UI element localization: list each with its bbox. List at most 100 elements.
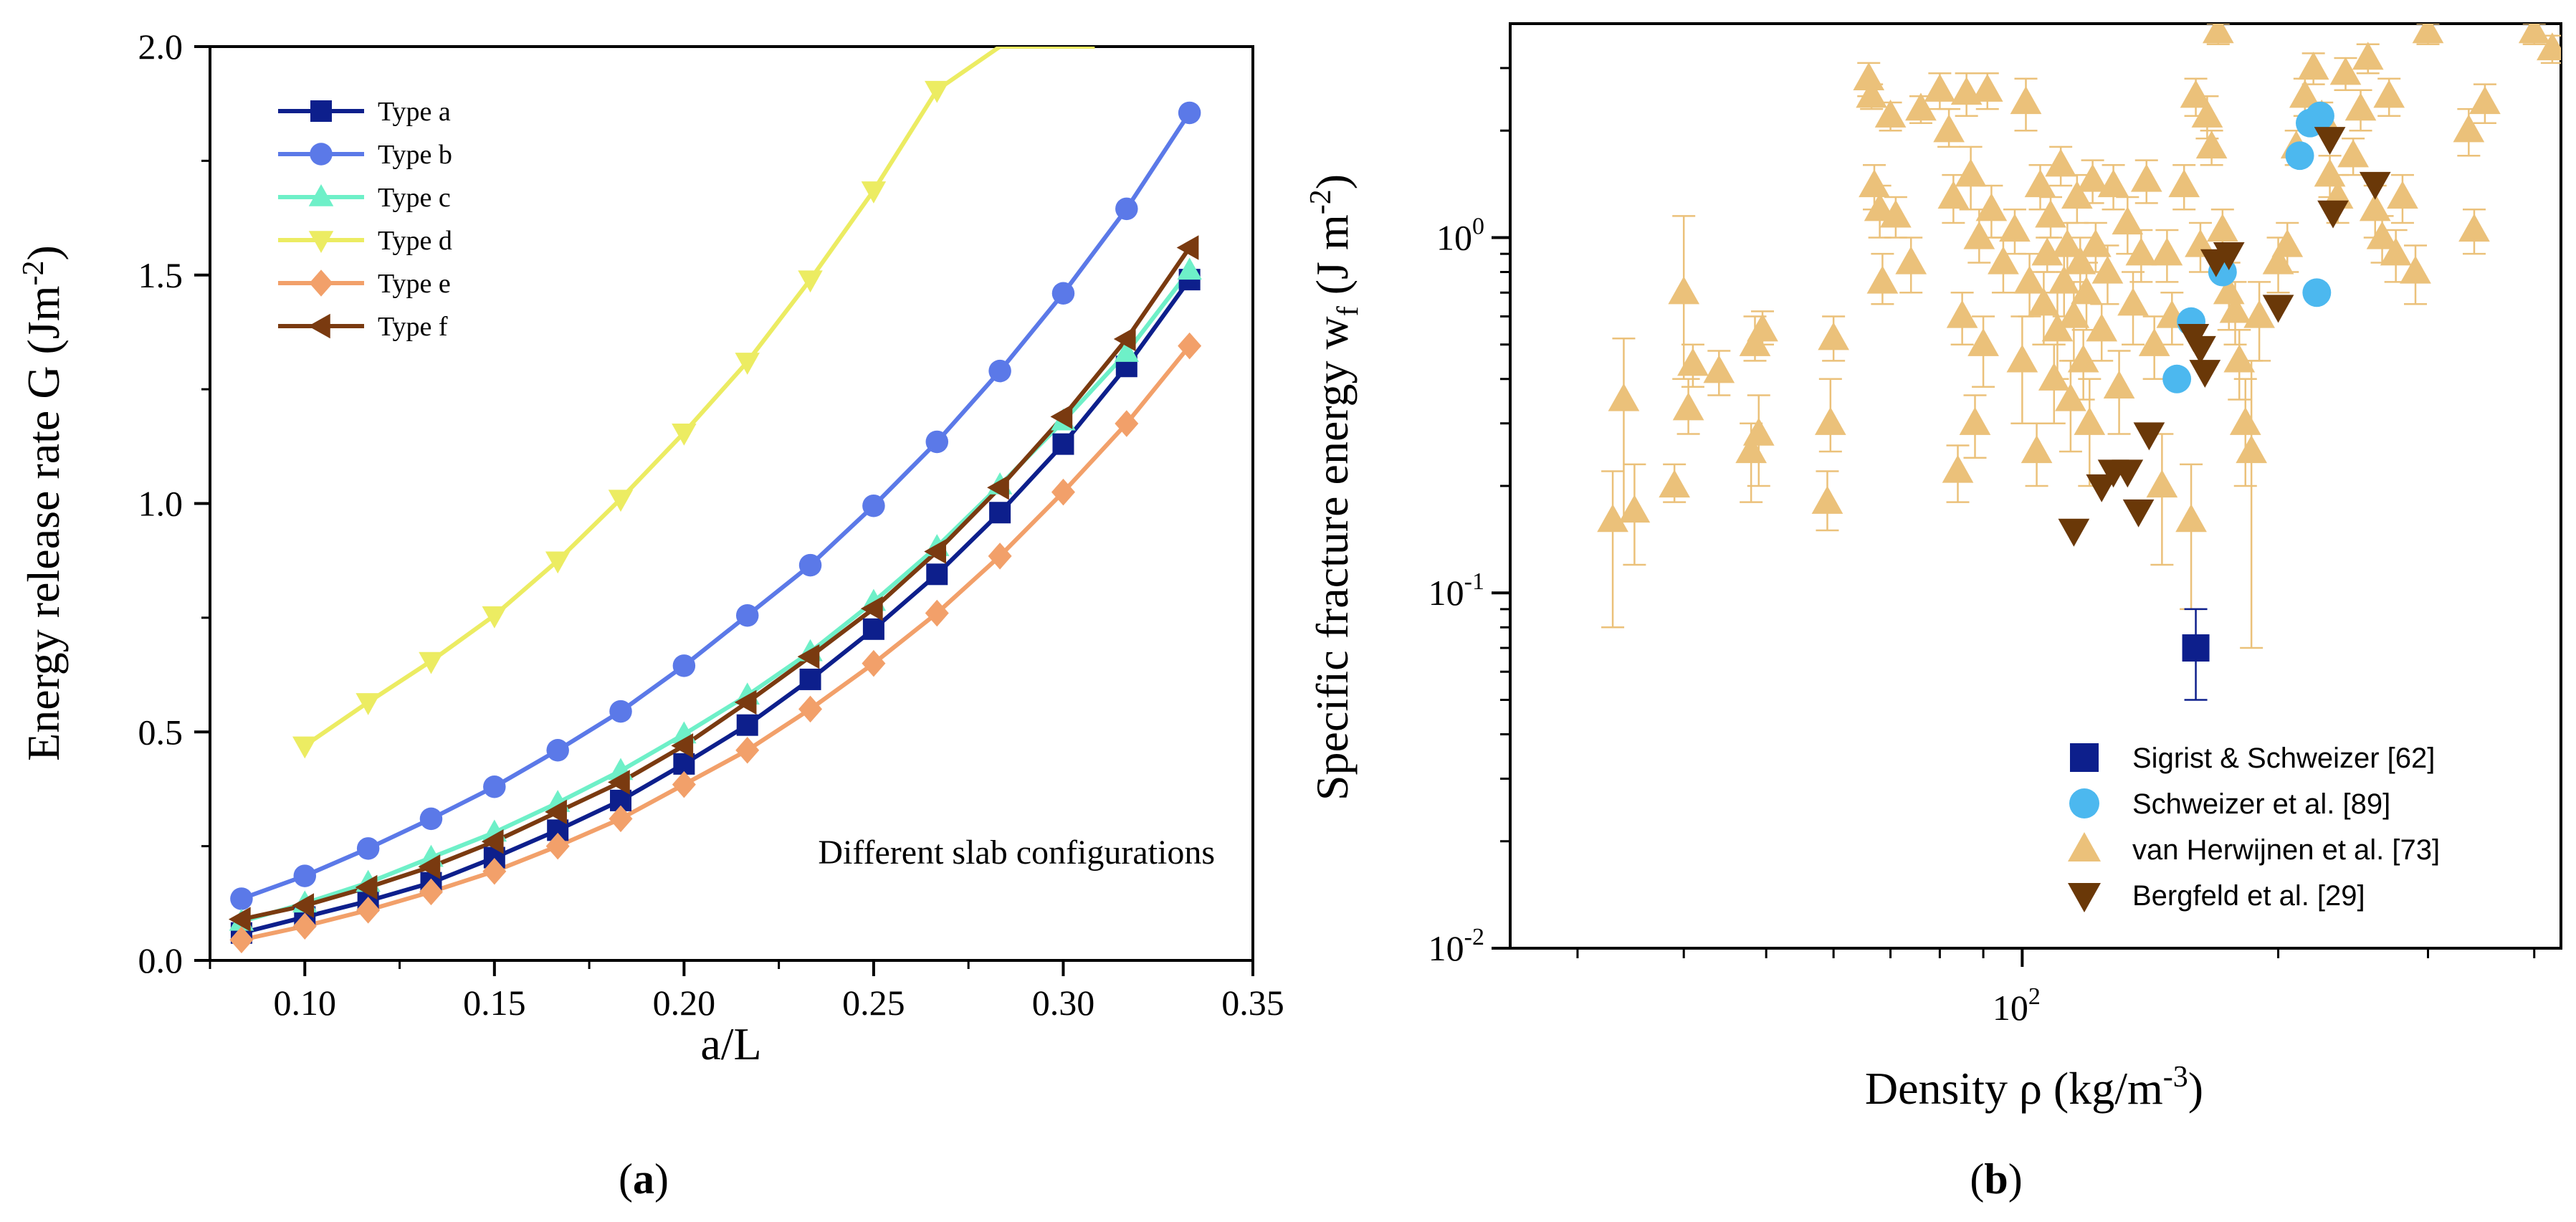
data-point-type-d xyxy=(356,693,381,715)
data-point-van-herwijnen-et-al-73 xyxy=(2130,163,2162,192)
data-point-type-d xyxy=(735,353,760,375)
data-point-type-b xyxy=(230,887,253,910)
data-point-bergfeld-et-al-29 xyxy=(2133,422,2165,451)
legend-label-type-c: Type c xyxy=(378,183,451,213)
data-point-type-e xyxy=(798,695,823,723)
data-point-sigrist-schweizer-62 xyxy=(2182,634,2210,662)
data-point-type-b xyxy=(798,553,822,577)
data-point-van-herwijnen-et-al-73 xyxy=(2175,504,2207,533)
data-point-type-f xyxy=(797,644,820,669)
data-point-van-herwijnen-et-al-73 xyxy=(2191,99,2223,128)
legend-label-type-e: Type e xyxy=(378,269,451,299)
data-point-bergfeld-et-al-29 xyxy=(2122,499,2155,528)
data-point-bergfeld-et-al-29 xyxy=(2189,360,2221,388)
data-point-type-e xyxy=(988,543,1012,570)
data-point-type-e xyxy=(1115,410,1139,437)
axes-ticks-b: 102 10-2 10-1 100 xyxy=(1428,67,2536,1028)
data-point-van-herwijnen-et-al-73 xyxy=(2387,181,2418,209)
data-point-van-herwijnen-et-al-73 xyxy=(2458,214,2490,242)
y-tick-label-a: 0.0 xyxy=(138,940,183,980)
data-point-van-herwijnen-et-al-73 xyxy=(2138,328,2170,356)
data-point-type-a xyxy=(926,563,948,586)
data-point-van-herwijnen-et-al-73 xyxy=(1672,392,1704,421)
legend-marker-type-e xyxy=(309,269,333,297)
data-point-van-herwijnen-et-al-73 xyxy=(2469,86,2501,115)
data-point-type-e xyxy=(229,926,254,954)
legend-marker-type-d xyxy=(308,231,334,253)
data-point-van-herwijnen-et-al-73 xyxy=(2151,237,2183,266)
y-tick-label-a: 2.0 xyxy=(138,27,183,67)
data-point-van-herwijnen-et-al-73 xyxy=(2195,130,2228,159)
panel-label-b: (b) xyxy=(1970,1155,2022,1203)
data-point-van-herwijnen-et-al-73 xyxy=(1864,193,1896,221)
annotation-different-slab: Different slab configurations xyxy=(818,834,1215,872)
data-point-van-herwijnen-et-al-73 xyxy=(2352,42,2384,70)
data-point-bergfeld-et-al-29 xyxy=(2314,127,2346,156)
data-point-bergfeld-et-al-29 xyxy=(2317,200,2349,229)
data-point-van-herwijnen-et-al-73 xyxy=(2103,371,2135,398)
data-point-van-herwijnen-et-al-73 xyxy=(2071,276,2102,305)
data-point-van-herwijnen-et-al-73 xyxy=(2373,80,2405,108)
y-tick-label-b: 100 xyxy=(1436,213,1484,257)
data-point-van-herwijnen-et-al-73 xyxy=(2031,237,2064,266)
data-point-van-herwijnen-et-al-73 xyxy=(1874,99,1907,128)
data-point-type-f xyxy=(1050,404,1073,429)
data-point-van-herwijnen-et-al-73 xyxy=(1959,406,1991,435)
data-point-type-a xyxy=(1052,433,1074,455)
data-point-van-herwijnen-et-al-73 xyxy=(2117,287,2149,316)
x-axis-label-b-main: Density ρ (kg/m xyxy=(1865,1063,2163,1114)
data-point-type-e xyxy=(482,857,507,885)
data-point-type-b xyxy=(862,494,885,517)
data-point-type-e xyxy=(735,737,760,764)
data-point-van-herwijnen-et-al-73 xyxy=(1677,348,1709,376)
panel-label-b-letter: b xyxy=(1984,1155,2008,1203)
data-point-van-herwijnen-et-al-73 xyxy=(2223,344,2256,373)
data-point-van-herwijnen-et-al-73 xyxy=(2055,383,2086,411)
data-point-type-f xyxy=(734,689,757,715)
data-point-van-herwijnen-et-al-73 xyxy=(1659,469,1690,498)
data-point-type-e xyxy=(672,770,696,798)
data-point-type-b xyxy=(1051,282,1075,305)
legend-marker-type-a xyxy=(310,100,332,122)
data-point-van-herwijnen-et-al-73 xyxy=(2329,57,2362,85)
y-axis-label-a-main: Energy release rate G (Jm xyxy=(18,285,69,760)
legend-marker-bergfeld-et-al-29 xyxy=(2068,883,2101,912)
y-axis-label-b-sub: f xyxy=(1332,306,1365,316)
data-point-van-herwijnen-et-al-73 xyxy=(2028,287,2060,316)
data-point-type-b xyxy=(1115,197,1138,221)
data-point-van-herwijnen-et-al-73 xyxy=(1859,169,1890,198)
x-axis-label-b: Density ρ (kg/m-3) xyxy=(1865,1061,2203,1114)
data-point-van-herwijnen-et-al-73 xyxy=(2229,406,2261,435)
y-tick-label-b: 10-1 xyxy=(1428,568,1484,613)
data-point-van-herwijnen-et-al-73 xyxy=(1668,276,1700,305)
data-point-van-herwijnen-et-al-73 xyxy=(1880,199,1912,228)
data-point-type-b xyxy=(356,837,380,860)
x-tick-label-a: 0.30 xyxy=(1032,983,1095,1023)
data-point-van-herwijnen-et-al-73 xyxy=(1814,406,1846,435)
data-point-type-e xyxy=(419,878,443,906)
data-point-van-herwijnen-et-al-73 xyxy=(2048,265,2080,294)
data-point-type-b xyxy=(546,739,569,762)
data-point-van-herwijnen-et-al-73 xyxy=(2168,169,2200,198)
data-point-van-herwijnen-et-al-73 xyxy=(2067,344,2099,373)
data-point-bergfeld-et-al-29 xyxy=(2262,295,2294,323)
data-point-van-herwijnen-et-al-73 xyxy=(1747,313,1778,342)
data-point-type-e xyxy=(1178,332,1202,360)
data-point-type-f xyxy=(1113,326,1136,352)
data-point-van-herwijnen-et-al-73 xyxy=(2064,246,2096,275)
x-tick-label-b: 102 xyxy=(1993,983,2041,1028)
plot-area-a xyxy=(209,45,1254,962)
data-point-type-e xyxy=(862,649,886,677)
data-point-van-herwijnen-et-al-73 xyxy=(1703,355,1735,383)
data-point-van-herwijnen-et-al-73 xyxy=(2038,362,2070,391)
data-point-van-herwijnen-et-al-73 xyxy=(2097,169,2129,198)
data-point-type-b xyxy=(293,864,317,887)
data-point-van-herwijnen-et-al-73 xyxy=(2202,24,2234,44)
data-point-type-b xyxy=(672,654,696,677)
y-axis-label-b-end: ) xyxy=(1307,174,1358,189)
x-axis-label-b-end: ) xyxy=(2188,1063,2203,1114)
data-point-type-b xyxy=(609,700,632,723)
data-point-van-herwijnen-et-al-73 xyxy=(2076,163,2109,192)
y-tick-label-a: 1.5 xyxy=(138,255,183,295)
